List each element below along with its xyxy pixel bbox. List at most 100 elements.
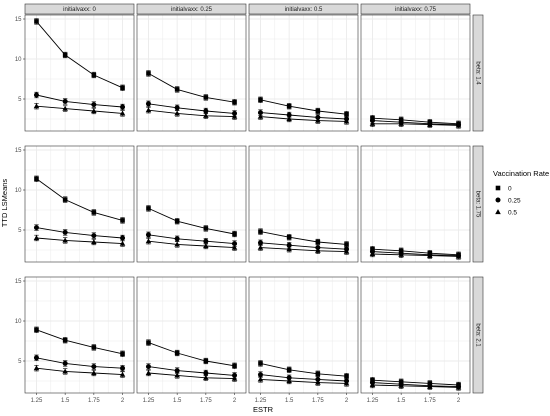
data-point [145,101,151,107]
y-tick-label: 5 [18,228,22,234]
series-line [260,242,347,250]
data-point [145,232,151,238]
data-point [343,248,350,254]
data-point [427,383,433,389]
series-line [36,105,123,114]
data-point [232,99,237,105]
data-point [257,376,264,382]
y-tick-label: 15 [15,148,22,154]
y-tick-label: 15 [15,279,22,285]
data-point [315,379,321,385]
x-tick-label: 1.5 [285,398,294,404]
panel-border [360,145,471,263]
y-tick-label: 10 [15,319,22,325]
data-point [286,375,292,381]
series-line [372,120,459,126]
panel [24,14,135,132]
data-point [62,98,68,104]
data-point [62,229,68,235]
data-point [455,384,462,390]
data-point [91,108,97,114]
data-point [91,72,97,78]
data-point [120,85,125,91]
data-point [91,370,97,376]
data-point [119,371,126,377]
data-point [203,358,209,364]
data-point [120,104,126,110]
data-point [315,114,321,120]
data-point [344,373,349,379]
facet-strip-col-label: initialvaxx: 0.75 [395,7,437,13]
series-line [36,357,123,369]
data-point [203,108,209,114]
data-point [344,111,349,117]
data-point [398,120,404,126]
series-line [260,99,347,115]
panel [360,276,471,394]
data-point [62,360,68,366]
x-tick-label: 1.75 [200,398,212,404]
facet-strip-col-label: initialvaxx: 0.5 [285,7,323,13]
x-tick-label: 1.25 [143,398,155,404]
panel-border [360,276,471,394]
data-point [315,371,321,377]
data-point [315,239,321,245]
series-line [372,248,459,256]
data-point [257,372,263,378]
data-point [398,251,404,257]
data-point [33,355,39,361]
data-point [369,120,376,126]
series-line [148,366,235,376]
data-point [232,372,238,378]
x-tick-label: 1.25 [255,398,267,404]
legend-label: 0.5 [508,209,517,216]
x-tick-label: 1.75 [424,398,436,404]
series-line [372,379,459,386]
data-point [232,363,237,369]
data-point [174,218,180,224]
data-point [232,231,237,237]
facet-strip-col [248,3,359,15]
data-point [286,103,292,109]
data-point [34,327,39,333]
data-point [120,235,126,241]
data-point [369,251,376,257]
data-point [33,225,39,231]
data-point [33,365,40,371]
series-line [372,382,459,388]
data-point [455,253,462,259]
data-point [62,105,68,111]
series-line [148,207,235,235]
data-point [91,364,97,370]
series-line [148,372,235,380]
data-point [231,375,238,381]
data-point [343,380,350,386]
data-point [286,378,292,384]
data-point [344,242,349,247]
data-point [203,374,209,380]
legend-marker [495,185,501,191]
data-point [146,206,151,211]
x-tick-label: 1.5 [173,398,182,404]
data-point [62,197,68,202]
panel [248,276,359,394]
series-line [148,342,235,367]
data-point [62,368,68,374]
data-point [343,118,350,124]
data-point [174,241,180,247]
data-point [257,240,263,246]
series-line [260,112,347,120]
legend: Vaccination Rate 0 0.25 0.5 [493,169,549,217]
data-point [315,245,321,251]
data-point [257,113,264,119]
data-point [91,102,97,108]
panel-border [136,276,247,394]
y-axis-title: TTD LSMeans [0,179,9,228]
y-tick-label: 5 [18,97,22,103]
facet-strip-row [472,145,484,263]
data-point [258,97,263,103]
data-point [427,121,433,127]
data-point [455,122,462,128]
panel-border [24,276,135,394]
data-point [232,110,238,116]
